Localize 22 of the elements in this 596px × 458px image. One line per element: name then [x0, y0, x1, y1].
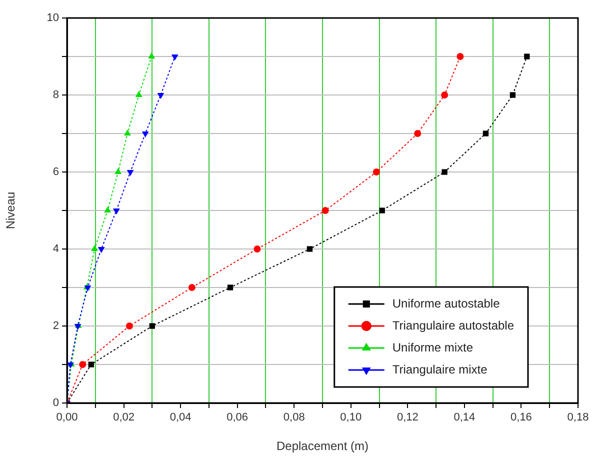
y-tick-label: 8	[52, 89, 59, 102]
x-tick-label: 0,08	[283, 412, 305, 424]
y-axis-title: Niveau	[4, 192, 18, 230]
y-tick-label: 2	[52, 320, 59, 332]
legend-label: Triangulaire mixte	[392, 362, 488, 376]
x-tick-label: 0,14	[454, 412, 476, 424]
y-tick-label: 6	[52, 166, 59, 178]
x-tick-label: 0,10	[340, 412, 362, 424]
y-tick-label: 10	[46, 12, 59, 24]
x-tick-label: 0,00	[56, 412, 78, 424]
x-tick-label: 0,16	[510, 412, 532, 424]
x-tick-label: 0,04	[170, 412, 192, 424]
y-tick-label: 0	[52, 397, 59, 410]
legend-label: Uniforme autostable	[392, 296, 500, 310]
x-tick-label: 0,02	[113, 412, 134, 424]
x-tick-label: 0,12	[396, 412, 418, 424]
y-tick-label: 4	[52, 243, 59, 256]
x-tick-label: 0,06	[226, 412, 248, 424]
x-axis-title: Deplacement (m)	[276, 439, 369, 454]
x-tick-label: 0,18	[567, 412, 589, 424]
legend-label: Uniforme mixte	[392, 340, 474, 354]
legend-label: Triangulaire autostable	[392, 318, 514, 332]
